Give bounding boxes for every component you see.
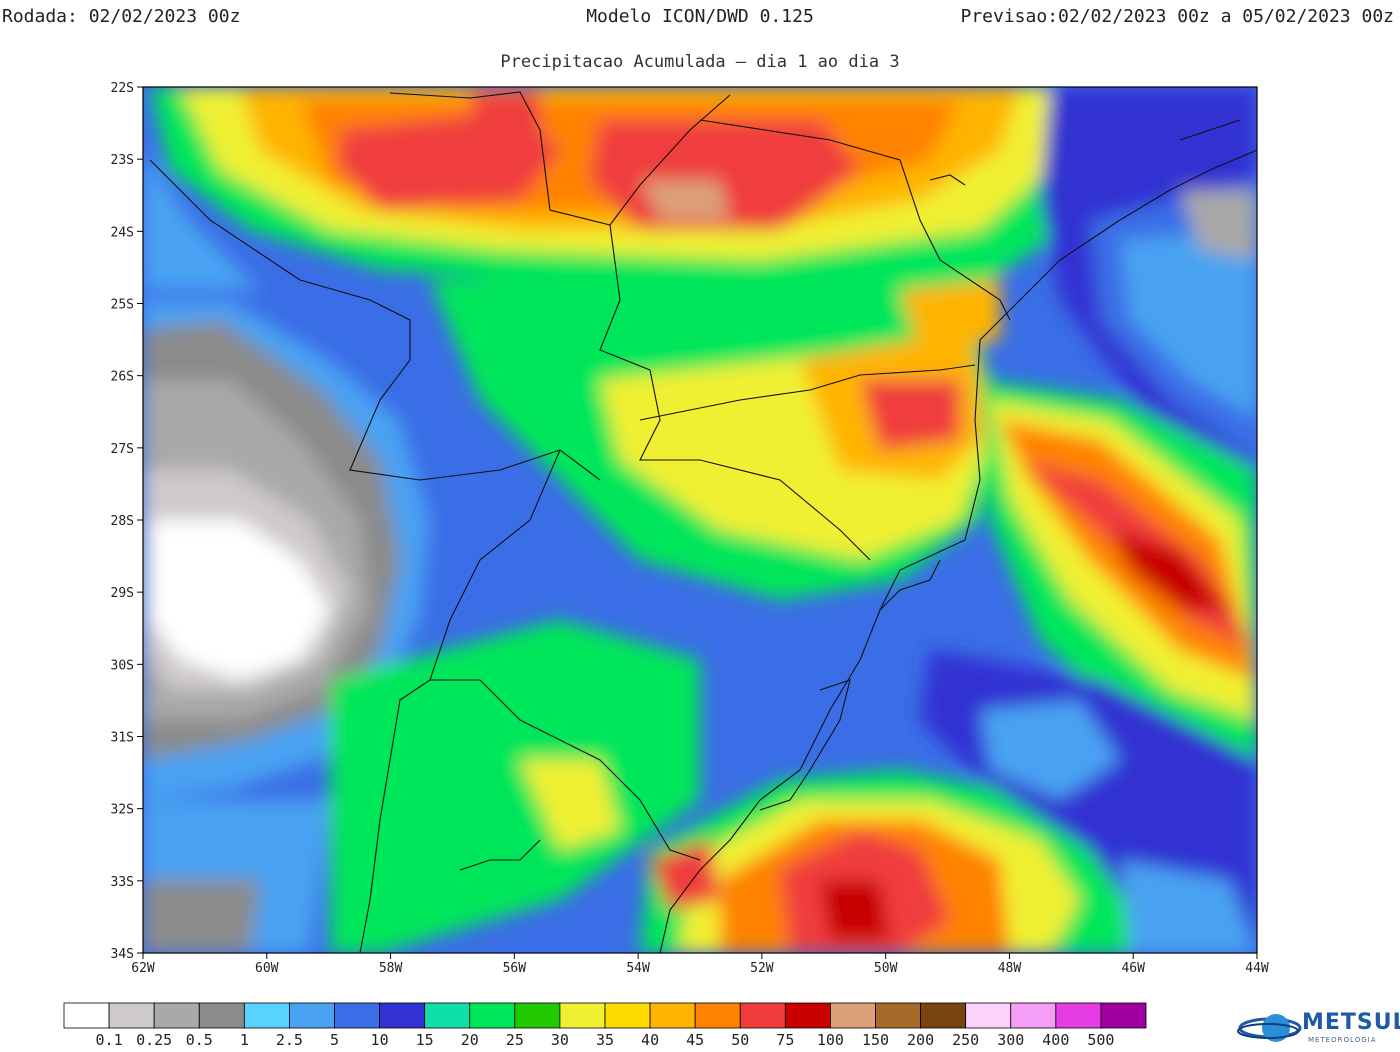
lat-tick-label: 22S bbox=[111, 81, 134, 96]
colorbar-swatch bbox=[965, 1002, 1012, 1029]
lat-tick-label: 26S bbox=[111, 370, 134, 385]
model-title: Modelo ICON/DWD 0.125 bbox=[586, 6, 814, 27]
previsao-value: 02/02/2023 00z a 05/02/2023 00z bbox=[1058, 6, 1394, 27]
colorbar-swatch bbox=[334, 1002, 380, 1029]
lon-tick-label: 52W bbox=[750, 961, 774, 976]
lon-tick-label: 58W bbox=[379, 961, 403, 976]
latitude-axis: 22S 23S 24S 25S 26S 27S 28S 29S 30S 31S 32S 33S 34S bbox=[111, 81, 143, 962]
colorbar-swatch bbox=[108, 1002, 155, 1029]
colorbar-label: 25 bbox=[506, 1031, 524, 1049]
colorbar-label: 45 bbox=[686, 1031, 704, 1049]
colorbar: 0.1 0.25 0.5 1 2.5 5 10 15 20 25 30 35 40 45 50 75 100 15… bbox=[63, 1002, 1147, 1049]
lat-tick-label: 34S bbox=[111, 947, 134, 962]
colorbar-label: 5 bbox=[330, 1031, 339, 1049]
colorbar-label: 40 bbox=[641, 1031, 659, 1049]
colorbar-label: 150 bbox=[862, 1031, 889, 1049]
lon-tick-label: 54W bbox=[626, 961, 650, 976]
colorbar-swatch bbox=[424, 1002, 471, 1029]
colorbar-label: 2.5 bbox=[276, 1031, 303, 1049]
colorbar-label: 0.5 bbox=[186, 1031, 213, 1049]
lat-tick-label: 25S bbox=[111, 298, 134, 313]
colorbar-swatch bbox=[1055, 1002, 1102, 1029]
map-subtitle: Precipitacao Acumulada – dia 1 ao dia 3 bbox=[500, 52, 900, 72]
colorbar-swatch bbox=[875, 1002, 921, 1029]
precipitation-field bbox=[143, 87, 1257, 953]
colorbar-swatch bbox=[243, 1002, 290, 1029]
colorbar-label: 35 bbox=[596, 1031, 614, 1049]
lat-tick-label: 30S bbox=[111, 658, 134, 673]
colorbar-swatch bbox=[63, 1002, 110, 1029]
lon-tick-label: 46W bbox=[1121, 961, 1145, 976]
colorbar-swatch bbox=[920, 1002, 967, 1029]
boundaries bbox=[149, 91, 1257, 953]
longitude-axis: 62W 60W 58W 56W 54W 52W 50W 48W 46W 44W bbox=[131, 953, 1269, 976]
colorbar-label: 30 bbox=[551, 1031, 569, 1049]
rodada-label: Rodada: 02/02/2023 00z bbox=[2, 6, 241, 27]
lat-tick-label: 32S bbox=[111, 803, 134, 818]
colorbar-label: 10 bbox=[371, 1031, 389, 1049]
colorbar-swatch bbox=[559, 1002, 606, 1029]
colorbar-swatch bbox=[694, 1002, 741, 1029]
lon-tick-label: 56W bbox=[503, 961, 527, 976]
rodada-value: 02/02/2023 00z bbox=[88, 6, 241, 27]
colorbar-label: 0.25 bbox=[136, 1031, 172, 1049]
colorbar-label: 100 bbox=[817, 1031, 844, 1049]
metsul-logo: METSUL METEOROLOGIA bbox=[1232, 1006, 1400, 1050]
lon-tick-label: 60W bbox=[255, 961, 279, 976]
colorbar-swatch bbox=[379, 1002, 426, 1029]
colorbar-swatch bbox=[1100, 1002, 1147, 1029]
colorbar-label: 300 bbox=[997, 1031, 1024, 1049]
colorbar-swatch bbox=[1010, 1002, 1057, 1029]
colorbar-label: 200 bbox=[907, 1031, 934, 1049]
lat-tick-label: 27S bbox=[111, 442, 134, 457]
colorbar-label: 50 bbox=[731, 1031, 749, 1049]
lat-tick-label: 29S bbox=[111, 586, 134, 601]
globe-icon bbox=[1237, 1014, 1302, 1042]
colorbar-label: 0.1 bbox=[96, 1031, 123, 1049]
lon-tick-label: 44W bbox=[1245, 961, 1269, 976]
colorbar-swatch bbox=[739, 1002, 786, 1029]
lat-tick-label: 33S bbox=[111, 875, 134, 890]
previsao-label: Previsao:02/02/2023 00z a 05/02/2023 00z bbox=[960, 6, 1395, 27]
lon-tick-label: 50W bbox=[874, 961, 898, 976]
colorbar-swatch bbox=[153, 1002, 200, 1029]
colorbar-label: 75 bbox=[776, 1031, 794, 1049]
colorbar-swatch bbox=[604, 1002, 651, 1029]
colorbar-label: 20 bbox=[461, 1031, 479, 1049]
colorbar-swatch bbox=[784, 1002, 831, 1029]
lon-tick-label: 48W bbox=[998, 961, 1022, 976]
lon-tick-label: 62W bbox=[131, 961, 155, 976]
colorbar-label: 15 bbox=[416, 1031, 434, 1049]
colorbar-swatch bbox=[469, 1002, 516, 1029]
colorbar-label: 500 bbox=[1087, 1031, 1114, 1049]
colorbar-swatch bbox=[289, 1002, 335, 1029]
lat-tick-label: 28S bbox=[111, 514, 134, 529]
colorbar-label: 1 bbox=[240, 1031, 249, 1049]
colorbar-label: 400 bbox=[1042, 1031, 1069, 1049]
lat-tick-label: 31S bbox=[111, 731, 134, 746]
colorbar-swatch bbox=[830, 1002, 876, 1029]
lat-tick-label: 23S bbox=[111, 153, 134, 168]
colorbar-swatch bbox=[514, 1002, 561, 1029]
colorbar-swatch bbox=[198, 1002, 245, 1029]
colorbar-swatch bbox=[649, 1002, 696, 1029]
lat-tick-label: 24S bbox=[111, 225, 134, 240]
colorbar-label: 250 bbox=[952, 1031, 979, 1049]
